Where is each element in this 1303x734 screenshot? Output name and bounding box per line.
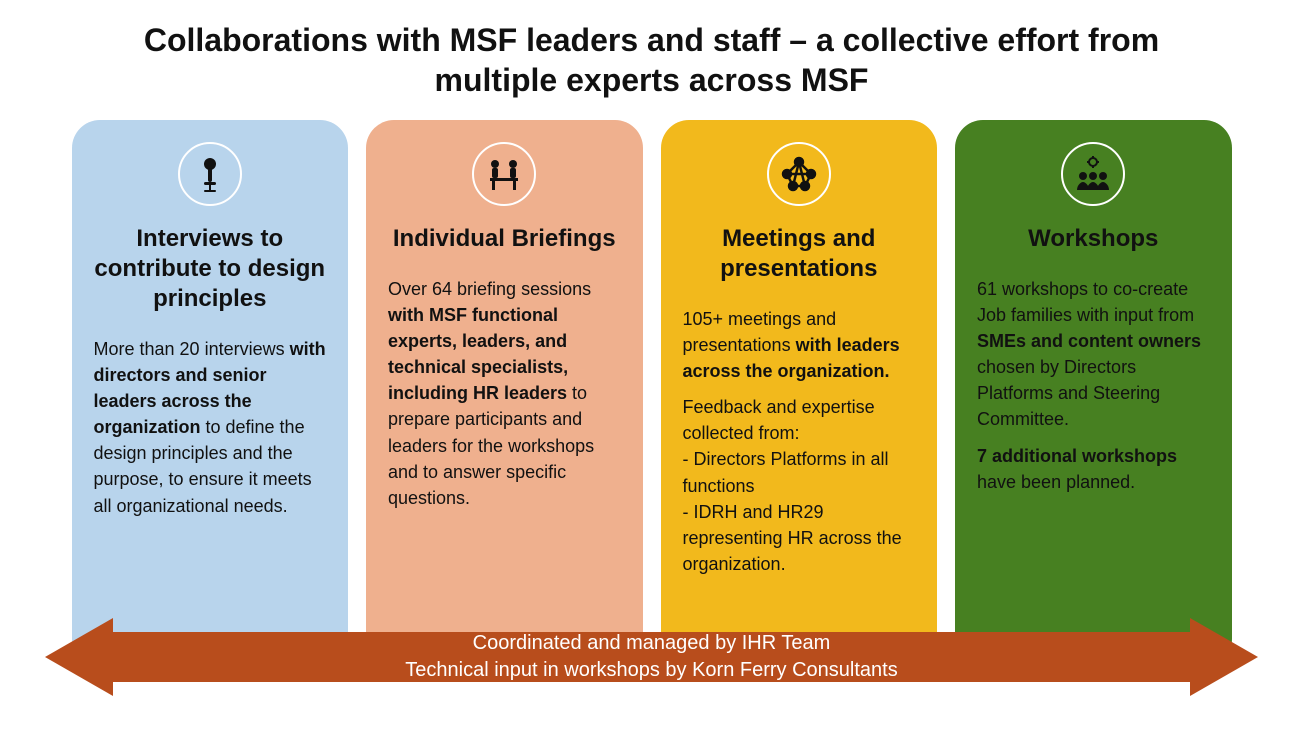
infographic-root: Collaborations with MSF leaders and staf… [0, 0, 1303, 734]
card-heading: Interviews to contribute to design princ… [94, 224, 327, 314]
card-heading: Workshops [977, 224, 1210, 254]
arrow-head-left [45, 618, 113, 696]
card-body: More than 20 interviews with directors a… [94, 336, 327, 519]
group-idea-icon [1061, 142, 1125, 206]
card-briefings: Individual Briefings Over 64 briefing se… [366, 120, 643, 667]
arrow-text-box: Coordinated and managed by IHR Team Tech… [113, 632, 1190, 682]
card-heading: Meetings and presentations [683, 224, 916, 284]
card-workshops: Workshops 61 workshops to co-create Job … [955, 120, 1232, 667]
card-body: 105+ meetings and presentations with lea… [683, 306, 916, 577]
card-body: 61 workshops to co-create Job families w… [977, 276, 1210, 495]
arrow-head-right [1190, 618, 1258, 696]
cards-row: Interviews to contribute to design princ… [72, 120, 1232, 667]
arrow-line-2: Technical input in workshops by Korn Fer… [405, 657, 897, 684]
card-interviews: Interviews to contribute to design princ… [72, 120, 349, 667]
two-people-table-icon [472, 142, 536, 206]
coordination-arrow: Coordinated and managed by IHR Team Tech… [45, 618, 1258, 696]
card-heading: Individual Briefings [388, 224, 621, 254]
card-body: Over 64 briefing sessions with MSF funct… [388, 276, 621, 511]
card-meetings: Meetings and presentations 105+ meetings… [661, 120, 938, 667]
page-title: Collaborations with MSF leaders and staf… [92, 20, 1212, 100]
arrow-line-1: Coordinated and managed by IHR Team [473, 630, 831, 657]
microphone-icon [178, 142, 242, 206]
network-icon [767, 142, 831, 206]
